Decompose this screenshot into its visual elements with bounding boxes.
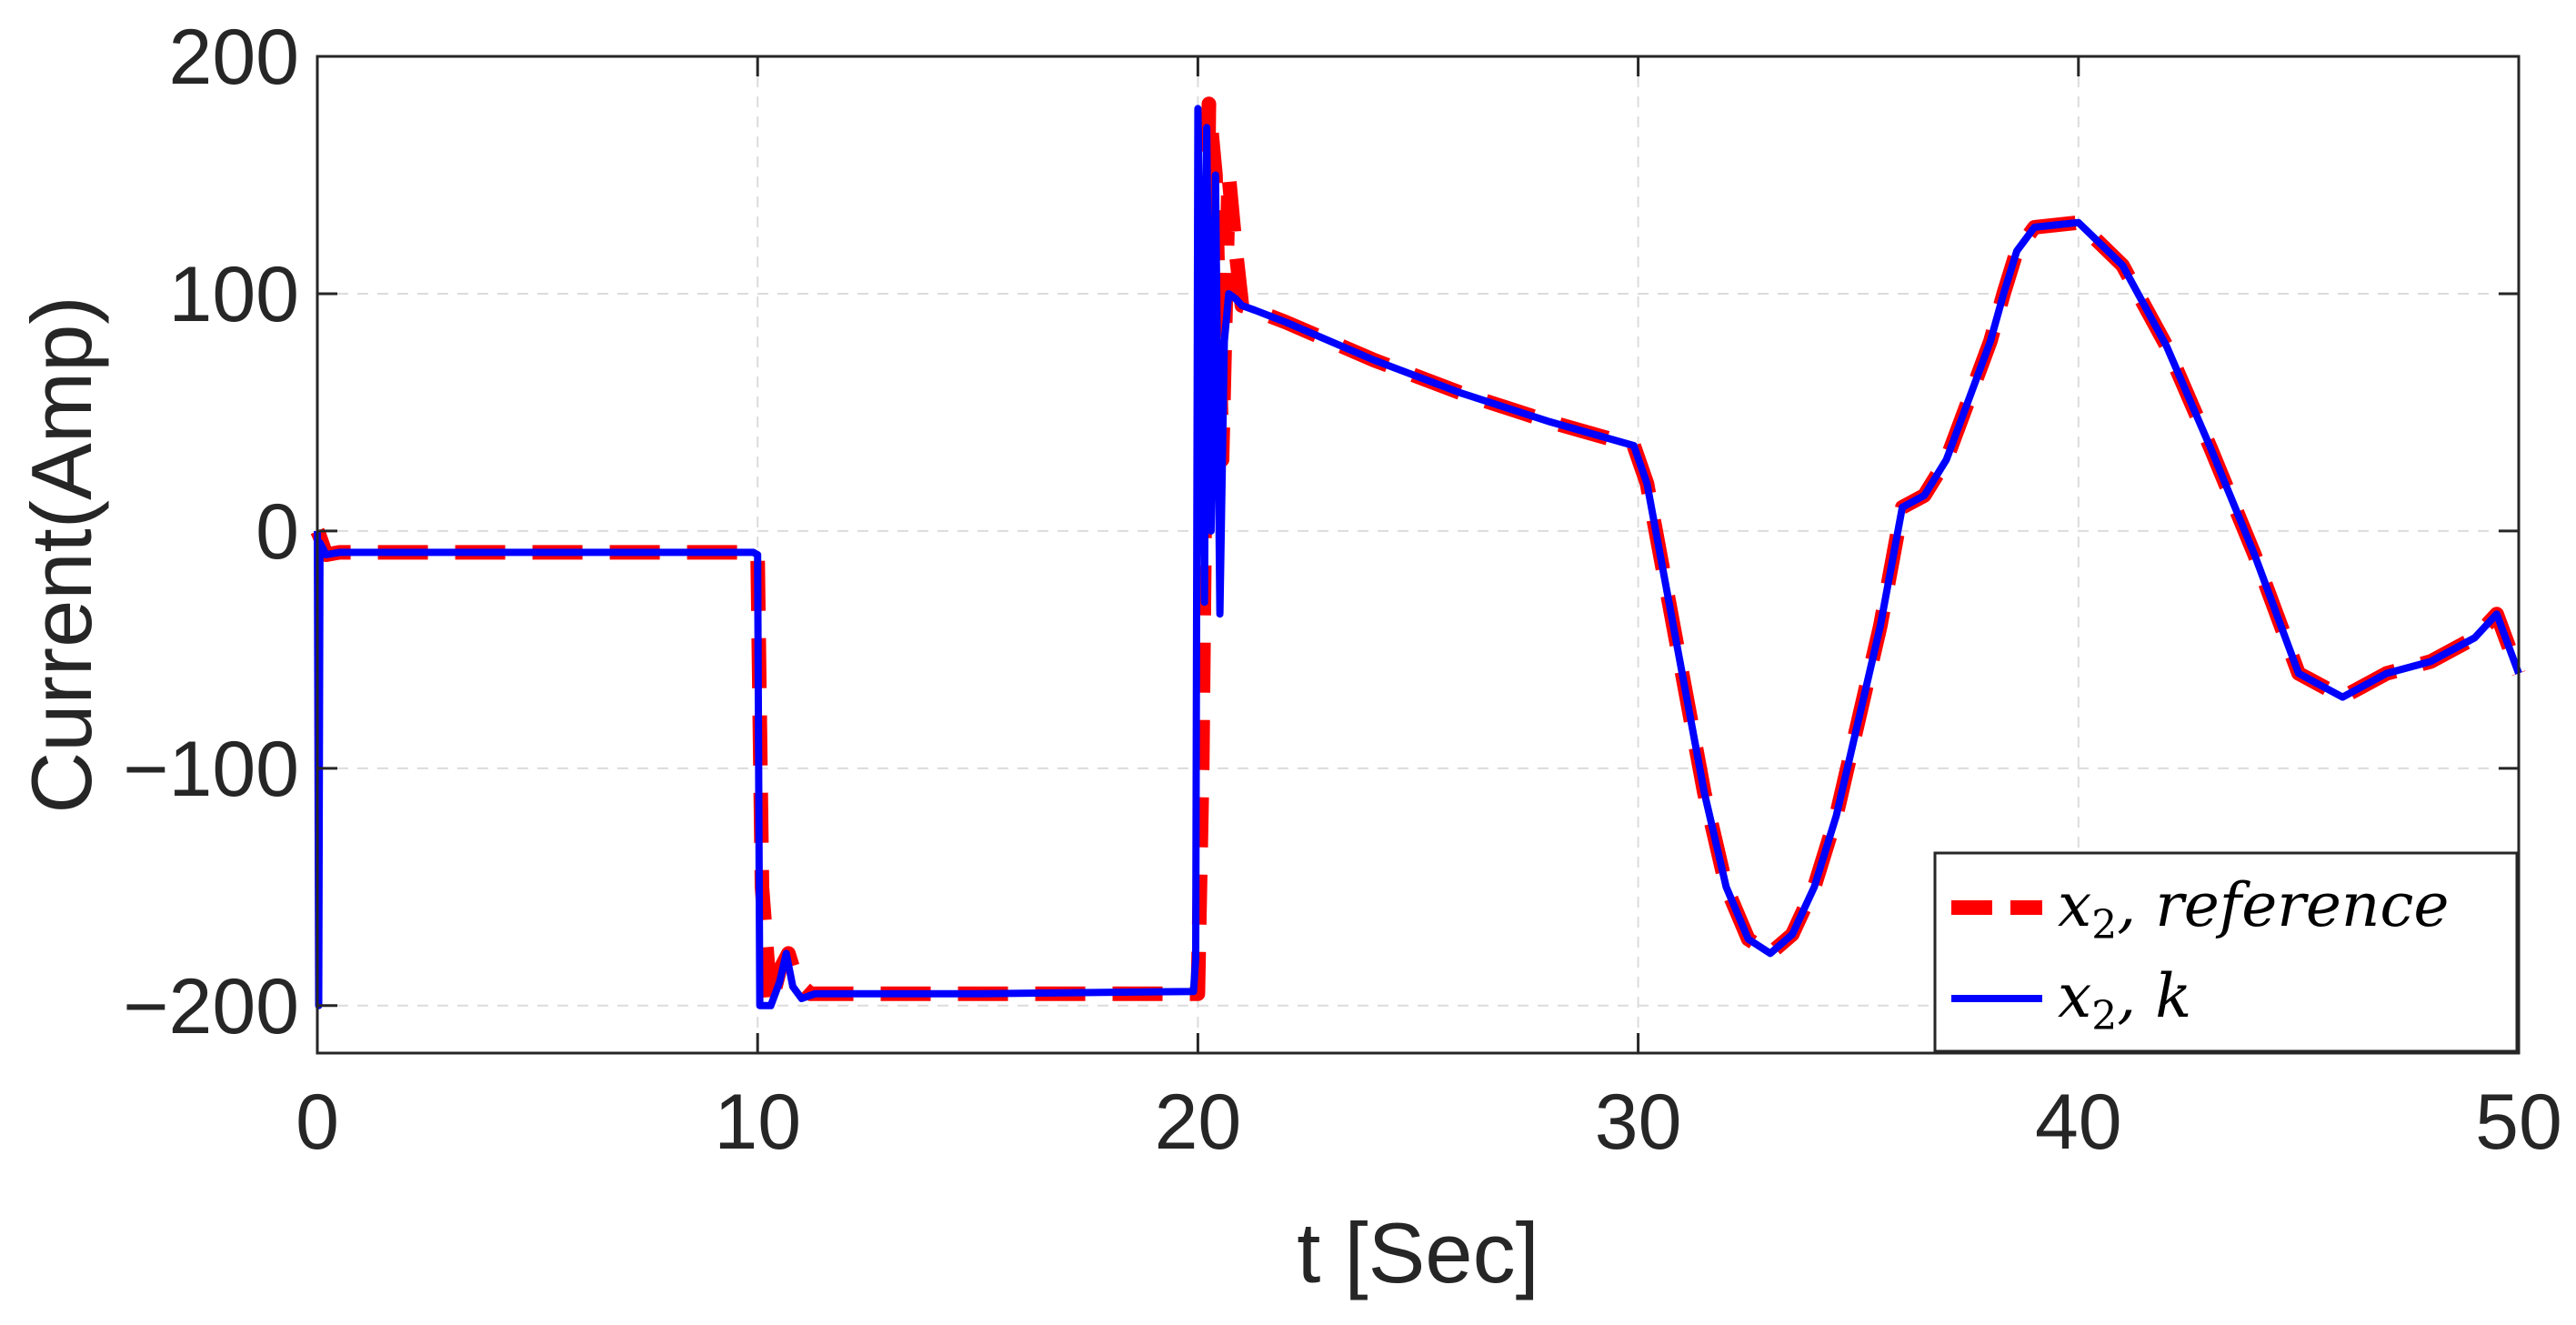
- legend-entry-k: x2, k: [2058, 961, 2191, 1039]
- y-tick-labels: 200 100 0 −100 −200: [123, 14, 299, 1050]
- y-tick-label: 100: [169, 251, 300, 338]
- plot-frame: [316, 55, 2521, 1055]
- x-axis-label: t [Sec]: [1297, 1205, 1539, 1300]
- y-tick-label: 200: [169, 14, 300, 101]
- x-tick-label: 30: [1595, 1079, 1682, 1166]
- legend-entry-reference-subscript: 2: [2091, 902, 2117, 949]
- y-tick-label: −200: [123, 963, 299, 1050]
- legend-entry-k-base: x: [2058, 961, 2091, 1031]
- legend-entry-k-subscript: 2: [2091, 993, 2117, 1039]
- legend: x2, reference x2, k: [1933, 851, 2519, 1053]
- x-tick-label: 10: [714, 1079, 801, 1166]
- x-tick-label: 50: [2475, 1079, 2562, 1166]
- series-layer: [310, 96, 2526, 1013]
- y-tick-label: 0: [256, 488, 299, 576]
- x-tick-labels: 0 10 20 30 40 50: [296, 1079, 2562, 1166]
- y-axis-label: Current(Amp): [14, 296, 109, 813]
- legend-entry-reference-rest: , reference: [2117, 870, 2449, 940]
- x-tick-label: 0: [296, 1079, 339, 1166]
- y-tick-label: −100: [123, 726, 299, 813]
- legend-box: [1933, 851, 2519, 1053]
- legend-entry-reference: x2, reference: [2058, 870, 2449, 949]
- x-tick-label: 20: [1155, 1079, 1242, 1166]
- legend-entry-reference-base: x: [2058, 870, 2091, 940]
- series-k-line: [314, 105, 2522, 1009]
- x-tick-label: 40: [2035, 1079, 2122, 1166]
- legend-entry-k-rest: , k: [2117, 961, 2191, 1031]
